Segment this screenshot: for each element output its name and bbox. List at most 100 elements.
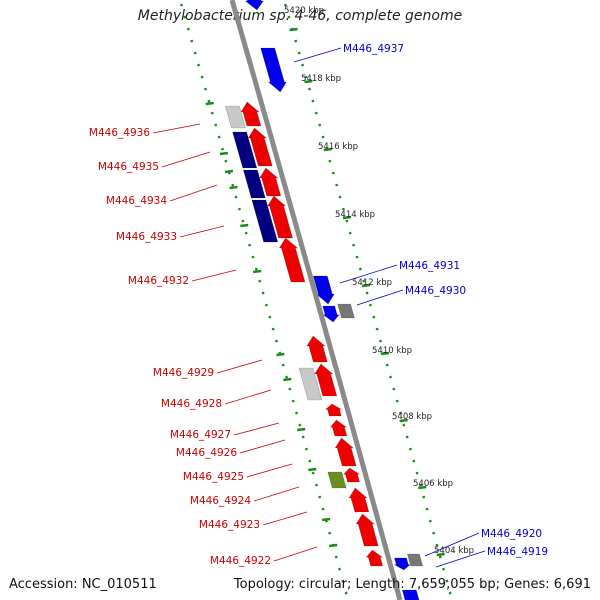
gene-arrow: [322, 305, 340, 323]
ruler-dot: [304, 75, 308, 79]
tick-label: 5418 kbp: [301, 74, 341, 84]
ruler-dot: [365, 291, 369, 295]
ruler-dot: [345, 219, 349, 223]
gene-arrow: [314, 363, 338, 397]
gene-label[interactable]: M446_4923: [199, 519, 260, 531]
ruler-dot: [311, 471, 315, 475]
gene-label[interactable]: M446_4937: [343, 43, 404, 55]
gene-arrow: [259, 167, 282, 197]
gene-label[interactable]: M446_4928: [161, 398, 222, 410]
ruler-tick: [229, 185, 238, 190]
leader-line: [339, 264, 398, 284]
gene-label[interactable]: M446_4927: [170, 429, 231, 441]
ruler-dot: [418, 483, 422, 487]
accession-text: Accession: NC_010511: [9, 577, 157, 592]
ruler-dot: [375, 327, 379, 331]
ruler-dot: [288, 387, 292, 391]
ruler-dot: [338, 195, 342, 199]
ruler-dot: [314, 483, 318, 487]
gene-label[interactable]: M446_4936: [89, 127, 150, 139]
gene-label[interactable]: M446_4935: [98, 161, 159, 173]
gene-arrow: [342, 467, 361, 483]
ruler-tick: [205, 101, 214, 106]
leader-line: [435, 550, 486, 568]
ruler-dot: [379, 339, 382, 343]
ruler-dot: [271, 327, 275, 331]
ruler-dot: [210, 111, 214, 115]
ruler-dot: [341, 579, 345, 583]
tick-label: 5406 kbp: [413, 479, 453, 489]
ruler-dot: [224, 159, 228, 163]
ruler-dot: [321, 507, 325, 511]
ruler-tick: [224, 169, 234, 174]
ruler-dot: [341, 207, 345, 211]
gene-label[interactable]: M446_4919: [487, 546, 548, 558]
ruler-dot: [283, 3, 287, 7]
ruler-dot: [298, 423, 302, 427]
gene-arrow: [278, 237, 306, 283]
ruler-dot: [334, 555, 338, 559]
gene-arrow: [247, 127, 273, 167]
ruler-dot: [291, 399, 295, 403]
ruler-dot: [301, 435, 305, 439]
ruler-tick: [219, 151, 229, 156]
ruler-tick: [418, 485, 427, 490]
ruler-dot: [231, 183, 235, 187]
genome-backbone: [229, 0, 403, 600]
leader-line: [216, 359, 263, 374]
ruler-dot: [221, 147, 224, 151]
ruler-dot: [409, 447, 412, 451]
ruler-dot: [268, 315, 272, 319]
ruler-dot: [214, 123, 218, 127]
gene-arrow: [334, 437, 357, 467]
leader-line: [356, 289, 404, 306]
ruler-dot: [193, 51, 197, 55]
gene-label[interactable]: M446_4922: [210, 555, 271, 567]
leader-line: [169, 184, 218, 202]
ruler-tick: [276, 352, 285, 357]
gene-arrow: [251, 199, 279, 243]
ruler-dot: [183, 15, 187, 19]
ruler-dot: [348, 231, 352, 235]
gene-label[interactable]: M446_4929: [153, 367, 214, 379]
leader-line: [224, 389, 272, 405]
gene-label[interactable]: M446_4932: [128, 275, 189, 287]
ruler-dot: [358, 267, 362, 271]
gene-label[interactable]: M446_4920: [481, 528, 542, 540]
gene-label[interactable]: M446_4930: [405, 285, 466, 297]
gene-label[interactable]: M446_4933: [116, 231, 177, 243]
ruler-dot: [372, 315, 376, 319]
ruler-tick: [304, 79, 313, 84]
gene-label[interactable]: M446_4934: [106, 195, 167, 207]
gene-label[interactable]: M446_4925: [183, 471, 244, 483]
leader-line: [253, 486, 300, 502]
tick-label: 5414 kbp: [335, 210, 375, 220]
ruler-dot: [318, 123, 322, 127]
gene-label[interactable]: M446_4931: [399, 260, 460, 272]
ruler-dot: [287, 15, 291, 19]
ruler-dot: [307, 87, 311, 91]
ruler-dot: [294, 39, 298, 43]
ruler-dot: [335, 183, 339, 187]
ruler-dot: [432, 531, 436, 535]
ruler-dot: [203, 87, 207, 91]
ruler-tick: [436, 552, 445, 557]
map-title: Methylobacterium sp. 4-46, complete geno…: [137, 8, 463, 24]
ruler-dot: [445, 579, 449, 583]
ruler-dot: [244, 231, 248, 235]
ruler-dot: [442, 567, 446, 571]
ruler-dot: [251, 255, 255, 259]
genome-summary-text: Topology: circular; Length: 7,659,055 bp…: [233, 577, 591, 592]
leader-line: [293, 47, 342, 63]
ruler-tick: [283, 377, 292, 382]
gene-label[interactable]: M446_4926: [176, 447, 237, 459]
ruler-dot: [200, 75, 204, 79]
gene-arrow: [327, 471, 347, 489]
ruler-dot: [412, 459, 416, 463]
ruler-dot: [328, 159, 332, 163]
gene-label[interactable]: M446_4924: [190, 495, 251, 507]
gene-arrow: [407, 553, 424, 567]
gene-arrow: [337, 303, 355, 319]
tick-label: 5408 kbp: [392, 412, 432, 422]
